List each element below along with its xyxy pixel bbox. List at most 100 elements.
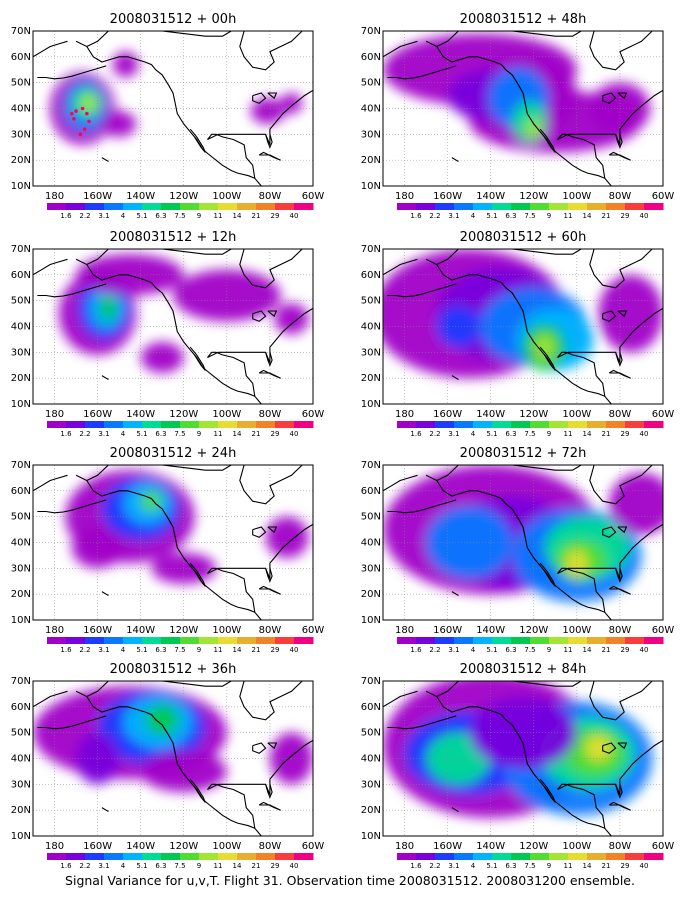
gridlines: [383, 31, 663, 186]
colorbar: 1.6 2.2 3.1 4 5.1 6.3 7.5 9 11 14 21 29 40: [47, 637, 314, 654]
colorbar-label: 6.3: [155, 212, 166, 220]
colorbar-label: 29: [271, 430, 280, 438]
map-frame: [382, 680, 664, 837]
lon-tick-label: 80W: [609, 191, 632, 202]
colorbar: 1.6 2.2 3.1 4 5.1 6.3 7.5 9 11 14 21 29 40: [47, 853, 314, 870]
lat-tick-label: 50N: [11, 78, 31, 89]
variance-field: [383, 681, 663, 836]
lon-tick-label: 120W: [519, 191, 548, 202]
colorbar-swatch: [161, 421, 181, 428]
variance-contour: [533, 334, 556, 361]
map-frame: [32, 680, 314, 837]
colorbar-label: 6.3: [155, 646, 166, 654]
coastlines: [383, 249, 663, 404]
colorbar-label: 1.6: [60, 212, 72, 220]
colorbar-label: 29: [271, 646, 280, 654]
colorbar-label: 40: [640, 862, 649, 870]
colorbar-label: 11: [564, 212, 573, 220]
colorbar-label: 3.1: [98, 212, 109, 220]
variance-contour: [566, 550, 588, 577]
panel-title: 2008031512 + 48h: [460, 12, 587, 27]
lat-tick-label: 70N: [361, 244, 381, 255]
colorbar-label: 6.3: [155, 862, 166, 870]
lon-tick-label: 60W: [652, 625, 675, 636]
lon-tick-label: 80W: [259, 191, 282, 202]
colorbar-label: 5.1: [486, 212, 497, 220]
colorbar-swatch: [530, 637, 550, 644]
variance-field: [33, 681, 313, 836]
colorbar-label: 14: [233, 646, 242, 654]
coastlines: [33, 465, 313, 620]
lat-tick-label: 70N: [11, 244, 31, 255]
colorbar-label: 11: [214, 212, 223, 220]
map-frame: [382, 30, 664, 187]
map-panel: 2008031512 + 36h 10N 20N 30N 40N 50N 60N 70N 180…: [11, 662, 325, 870]
colorbar-swatch: [454, 203, 474, 210]
colorbar-label: 1.6: [410, 212, 422, 220]
lat-tick-label: 40N: [11, 104, 31, 115]
colorbar-label: 1.6: [60, 646, 72, 654]
variance-contour: [598, 274, 663, 353]
lat-tick-label: 20N: [11, 373, 31, 384]
lon-tick-label: 100W: [212, 409, 241, 420]
colorbar-swatch: [549, 421, 569, 428]
colorbar-swatch: [85, 853, 105, 860]
colorbar-label: 7.5: [174, 212, 185, 220]
colorbar-label: 3.1: [448, 212, 459, 220]
colorbar-swatch: [416, 853, 436, 860]
colorbar-swatch: [85, 637, 105, 644]
colorbar-swatch: [199, 637, 219, 644]
colorbar-label: 29: [271, 212, 280, 220]
colorbar-label: 40: [640, 212, 649, 220]
variance-contour: [140, 342, 184, 373]
colorbar-swatch: [568, 421, 588, 428]
lat-tick-label: 10N: [361, 615, 381, 626]
lat-tick-label: 30N: [361, 563, 381, 574]
colorbar-swatch: [142, 203, 162, 210]
colorbar-swatch: [606, 637, 626, 644]
variance-contour: [76, 732, 120, 785]
lat-tick-label: 70N: [361, 26, 381, 37]
lon-tick-label: 60W: [302, 409, 325, 420]
variance-field: [33, 31, 313, 186]
colorbar-label: 5.1: [136, 862, 147, 870]
colorbar-label: 2.2: [429, 212, 440, 220]
lat-tick-label: 20N: [11, 155, 31, 166]
colorbar-swatch: [66, 203, 86, 210]
lon-tick-label: 80W: [259, 409, 282, 420]
colorbar-label: 14: [233, 212, 242, 220]
colorbar-swatch: [530, 421, 550, 428]
colorbar-label: 29: [621, 862, 630, 870]
lon-tick-label: 160W: [433, 841, 462, 852]
lat-tick-label: 50N: [361, 296, 381, 307]
lon-tick-label: 60W: [652, 409, 675, 420]
colorbar-swatch: [492, 421, 512, 428]
variance-field: [33, 465, 313, 620]
lat-tick-label: 70N: [361, 460, 381, 471]
panel-title: 2008031512 + 72h: [460, 446, 587, 461]
colorbar-label: 5.1: [486, 430, 497, 438]
colorbar-label: 1.6: [410, 430, 422, 438]
lon-tick-label: 120W: [519, 409, 548, 420]
colorbar-swatch: [530, 203, 550, 210]
lat-tick-label: 70N: [11, 460, 31, 471]
colorbar-swatch: [473, 421, 493, 428]
variance-contour: [585, 735, 612, 762]
lat-tick-label: 50N: [361, 512, 381, 523]
colorbar-label: 1.6: [60, 862, 72, 870]
colorbar-swatch: [218, 203, 238, 210]
colorbar-swatch: [511, 203, 531, 210]
colorbar-swatch: [435, 421, 455, 428]
colorbar-swatch: [123, 203, 143, 210]
colorbar-swatch: [275, 637, 295, 644]
lon-tick-label: 120W: [169, 409, 198, 420]
colorbar-swatch: [104, 203, 124, 210]
colorbar-label: 21: [602, 430, 611, 438]
colorbar-label: 1.6: [60, 430, 72, 438]
lon-tick-label: 60W: [652, 841, 675, 852]
variance-contour: [145, 704, 180, 736]
lon-tick-label: 120W: [169, 191, 198, 202]
colorbar-label: 14: [583, 862, 592, 870]
colorbar-swatch: [625, 421, 645, 428]
lon-tick-label: 160W: [433, 625, 462, 636]
